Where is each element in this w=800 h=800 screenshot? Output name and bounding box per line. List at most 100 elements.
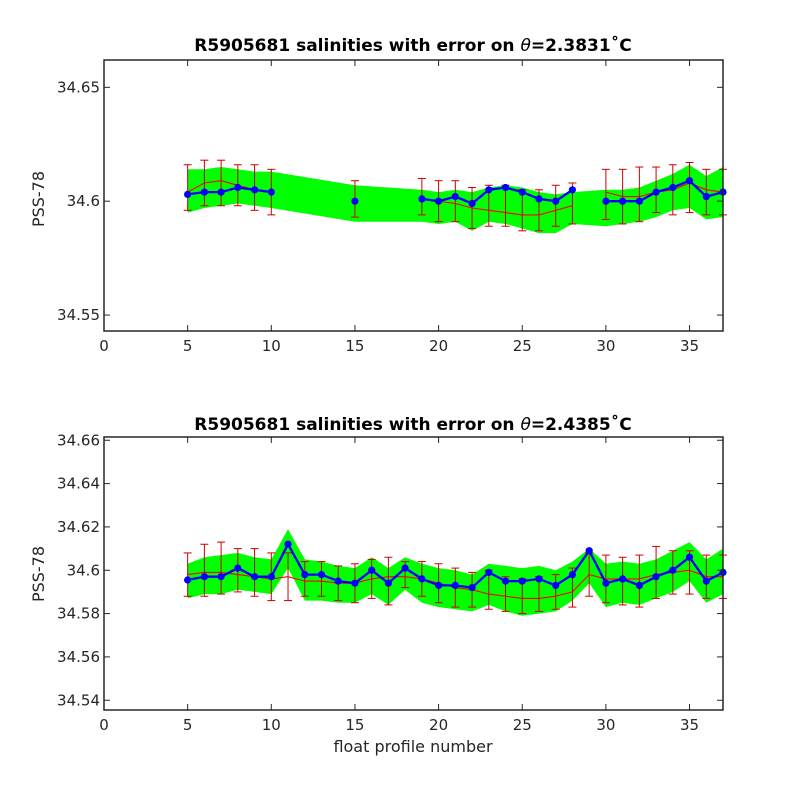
data-point: [200, 573, 208, 581]
plot-area: [183, 529, 727, 616]
y-axis-label: PSS-78: [29, 546, 48, 602]
data-point: [267, 573, 275, 581]
data-point: [702, 193, 710, 201]
panel-top: R5905681 salinities with error on θ=2.38…: [29, 34, 727, 355]
x-tick-label: 10: [262, 337, 281, 355]
x-tick-label: 15: [345, 337, 364, 355]
error-bar: [200, 543, 209, 597]
x-tick-label: 5: [183, 716, 193, 734]
error-bar: [702, 554, 711, 599]
data-point: [518, 577, 526, 585]
data-point: [635, 197, 644, 205]
tick-marks: 0 5 10 15 20 25 30 35 34.54 34.56 34.58 34.6 34.62 34…: [57, 431, 723, 734]
x-tick-label: 25: [513, 716, 532, 734]
x-tick-label: 30: [596, 716, 615, 734]
data-point: [384, 579, 392, 587]
x-tick-label: 20: [429, 716, 448, 734]
data-point: [418, 195, 426, 203]
data-point: [317, 571, 326, 579]
data-point: [368, 566, 376, 574]
chart-title: R5905681 salinities with error on θ=2.38…: [194, 34, 631, 56]
data-point: [468, 199, 476, 208]
data-point: [552, 581, 560, 590]
error-bar: [618, 168, 627, 225]
data-point: [351, 579, 359, 587]
data-point: [552, 197, 560, 205]
data-point: [401, 564, 409, 572]
error-bar: [217, 541, 226, 595]
data-point: [200, 188, 208, 196]
data-point: [351, 197, 359, 205]
data-point: [184, 576, 192, 584]
x-axis-label: float profile number: [333, 737, 493, 756]
error-bar: [200, 159, 209, 207]
data-point: [435, 197, 443, 205]
data-point: [501, 183, 510, 192]
y-tick-label: 34.56: [57, 648, 100, 666]
error-bar: [601, 168, 610, 220]
error-bar: [685, 161, 694, 214]
data-point: [251, 573, 259, 581]
error-bar: [183, 164, 192, 211]
error-bar: [468, 187, 477, 230]
y-tick-label: 34.6: [67, 192, 100, 210]
data-point: [418, 575, 426, 583]
x-tick-label: 0: [99, 716, 109, 734]
y-tick-label: 34.64: [57, 475, 100, 493]
data-point: [301, 571, 309, 579]
data-point: [267, 188, 275, 196]
y-tick-label: 34.65: [57, 78, 100, 96]
data-point: [669, 566, 677, 574]
chart-title: R5905681 salinities with error on θ=2.43…: [194, 413, 631, 435]
x-tick-label: 25: [513, 337, 532, 355]
data-point: [652, 188, 660, 196]
x-tick-label: 30: [596, 337, 615, 355]
error-bar: [601, 554, 610, 604]
data-point: [234, 564, 242, 572]
error-bar: [217, 159, 226, 207]
y-tick-label: 34.55: [57, 306, 100, 324]
error-bar: [183, 552, 192, 597]
data-point: [184, 190, 192, 198]
error-bar: [317, 561, 326, 597]
data-point: [435, 581, 443, 590]
x-tick-label: 35: [680, 716, 699, 734]
error-bar: [284, 552, 293, 602]
error-bar: [367, 558, 376, 599]
data-point: [468, 584, 476, 592]
data-point: [635, 581, 644, 590]
error-bar: [635, 166, 644, 223]
data-point: [451, 581, 459, 590]
x-tick-label: 20: [429, 337, 448, 355]
error-bar: [702, 168, 711, 216]
axes-box: [103, 59, 724, 332]
y-axis-label: PSS-78: [29, 171, 48, 227]
data-point: [685, 177, 694, 185]
data-point: [485, 568, 493, 577]
x-tick-label: 5: [183, 337, 193, 355]
data-point: [451, 193, 459, 201]
error-bar: [551, 574, 560, 610]
data-point: [669, 183, 677, 192]
y-tick-label: 34.66: [57, 431, 100, 449]
data-point: [652, 573, 660, 581]
x-tick-label: 0: [99, 337, 109, 355]
y-tick-label: 34.62: [57, 518, 100, 536]
data-point: [602, 197, 610, 205]
data-point: [334, 577, 342, 585]
x-tick-label: 10: [262, 716, 281, 734]
data-point: [535, 195, 543, 203]
error-bar: [551, 184, 560, 227]
error-bar: [635, 554, 644, 608]
data-point: [568, 571, 577, 579]
data-point: [619, 575, 627, 583]
y-tick-label: 34.58: [57, 605, 100, 623]
error-bar: [451, 180, 460, 223]
data-point: [535, 575, 543, 583]
panel-bottom: R5905681 salinities with error on θ=2.43…: [29, 413, 727, 734]
data-point: [702, 577, 710, 585]
data-point: [518, 188, 526, 196]
data-point: [619, 197, 627, 205]
axes-box: [103, 436, 724, 711]
